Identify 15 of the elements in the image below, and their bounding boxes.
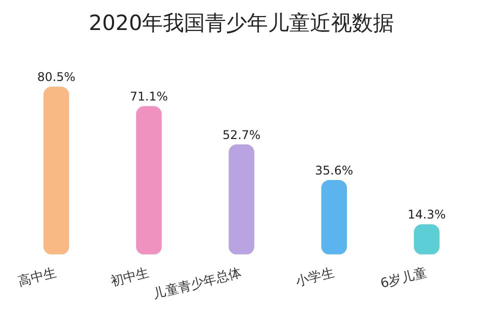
data-label: 80.5% (37, 70, 76, 84)
x-tick-label: 小学生 (294, 265, 336, 290)
x-tick-label: 儿童青少年总体 (151, 264, 244, 303)
data-label: 35.6% (315, 163, 354, 178)
x-tick-label: 6岁儿童 (378, 264, 429, 292)
data-label: 71.1% (130, 90, 168, 104)
x-tick-label: 初中生 (109, 265, 151, 290)
data-label: 52.7% (222, 128, 261, 142)
data-label: 14.3% (408, 208, 446, 222)
chart-title: 2020年我国青少年儿童近视数据 (88, 11, 394, 36)
bar (136, 106, 162, 254)
bar (228, 144, 254, 254)
x-tick-label: 高中生 (16, 264, 58, 290)
bar (43, 86, 70, 254)
bar (321, 180, 347, 254)
